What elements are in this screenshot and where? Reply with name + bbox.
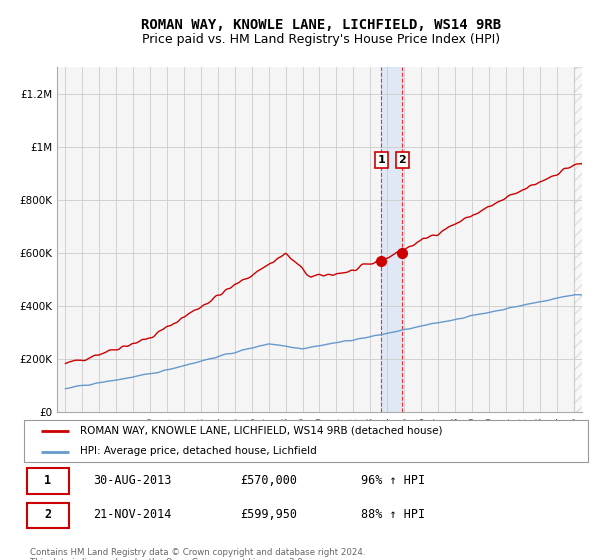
Text: ROMAN WAY, KNOWLE LANE, LICHFIELD, WS14 9RB: ROMAN WAY, KNOWLE LANE, LICHFIELD, WS14 … — [141, 18, 501, 32]
Text: 96% ↑ HPI: 96% ↑ HPI — [361, 474, 425, 487]
Bar — [574, 67, 599, 412]
Text: Contains HM Land Registry data © Crown copyright and database right 2024.
This d: Contains HM Land Registry data © Crown c… — [30, 548, 365, 560]
FancyBboxPatch shape — [25, 419, 587, 463]
Text: 30-AUG-2013: 30-AUG-2013 — [94, 474, 172, 487]
FancyBboxPatch shape — [27, 468, 68, 494]
Text: 2: 2 — [398, 155, 406, 165]
Bar — [382, 67, 403, 412]
Text: HPI: Average price, detached house, Lichfield: HPI: Average price, detached house, Lich… — [80, 446, 316, 456]
Text: 1: 1 — [377, 155, 385, 165]
Text: Price paid vs. HM Land Registry's House Price Index (HPI): Price paid vs. HM Land Registry's House … — [142, 33, 500, 46]
Text: £599,950: £599,950 — [240, 508, 297, 521]
Text: £570,000: £570,000 — [240, 474, 297, 487]
Text: 2: 2 — [44, 508, 51, 521]
FancyBboxPatch shape — [27, 502, 68, 528]
Text: 21-NOV-2014: 21-NOV-2014 — [94, 508, 172, 521]
Text: 88% ↑ HPI: 88% ↑ HPI — [361, 508, 425, 521]
Text: 1: 1 — [44, 474, 51, 487]
Text: ROMAN WAY, KNOWLE LANE, LICHFIELD, WS14 9RB (detached house): ROMAN WAY, KNOWLE LANE, LICHFIELD, WS14 … — [80, 426, 442, 436]
